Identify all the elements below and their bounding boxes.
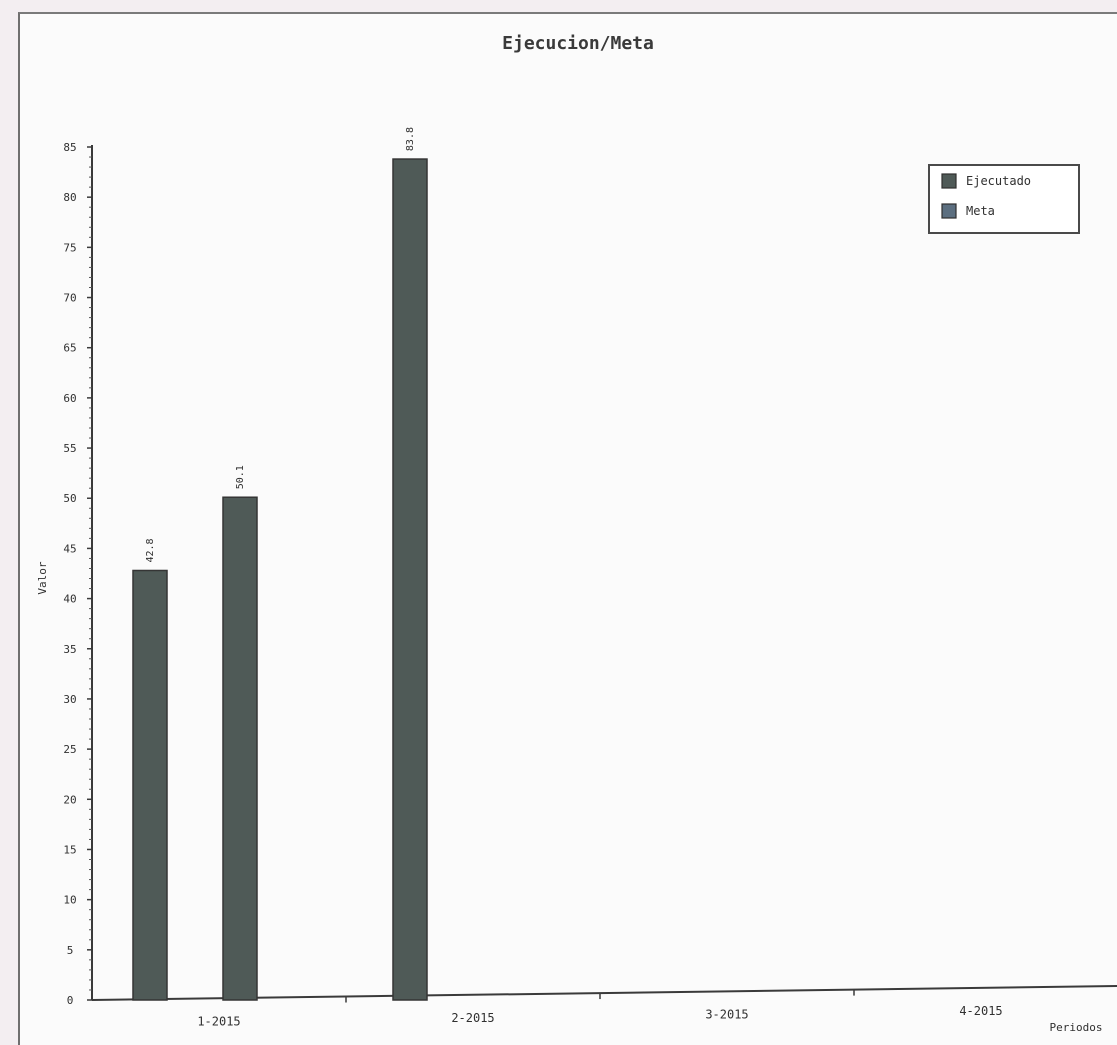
y-tick-label: 85 bbox=[63, 141, 76, 154]
bar-value-label: 83.8 bbox=[405, 127, 416, 151]
y-tick-label: 75 bbox=[63, 241, 76, 254]
y-tick-label: 0 bbox=[67, 994, 74, 1007]
x-axis-line bbox=[91, 985, 1117, 1001]
x-tick-label: 4-2015 bbox=[959, 1004, 1002, 1018]
y-tick-label: 65 bbox=[63, 342, 76, 355]
y-tick-label: 70 bbox=[63, 292, 76, 305]
y-tick-label: 35 bbox=[63, 643, 76, 656]
y-tick-label: 45 bbox=[63, 542, 76, 555]
y-tick-label: 15 bbox=[63, 843, 76, 856]
y-axis: 0 5 10 15 20 25 30 35 40 45 50 55 60 65 70 75 80 85 bbox=[63, 141, 93, 1007]
y-tick-label: 20 bbox=[63, 793, 76, 806]
bar-ejecutado-2-2015 bbox=[222, 496, 258, 1001]
x-tick-label: 3-2015 bbox=[705, 1007, 748, 1021]
y-tick-label: 5 bbox=[67, 944, 74, 957]
y-axis-title: Valor bbox=[36, 561, 49, 594]
y-tick-label: 55 bbox=[63, 442, 76, 455]
legend-label-meta: Meta bbox=[966, 204, 995, 218]
bars: 42.8 50.1 83.8 bbox=[132, 127, 428, 1001]
y-tick-label: 40 bbox=[63, 593, 76, 606]
legend-label-ejecutado: Ejecutado bbox=[966, 174, 1031, 188]
y-tick-label: 10 bbox=[63, 894, 76, 907]
bar-value-label: 42.8 bbox=[145, 538, 156, 562]
y-tick-label: 30 bbox=[63, 693, 76, 706]
legend: Ejecutado Meta bbox=[928, 164, 1080, 234]
x-tick-label: 1-2015 bbox=[197, 1014, 240, 1028]
y-tick-label: 80 bbox=[63, 191, 76, 204]
legend-swatch-ejecutado bbox=[941, 173, 957, 189]
x-axis: 1-2015 2-2015 3-2015 4-2015 bbox=[91, 985, 1117, 1028]
y-tick-label: 50 bbox=[63, 492, 76, 505]
legend-swatch-meta bbox=[941, 203, 957, 219]
y-tick-label: 25 bbox=[63, 743, 76, 756]
bar-ejecutado-1-2015 bbox=[132, 569, 168, 1001]
bar-ejecutado-3-2015 bbox=[392, 158, 428, 1001]
x-tick-label: 2-2015 bbox=[451, 1011, 494, 1025]
bar-value-label: 50.1 bbox=[235, 465, 246, 489]
chart-title: Ejecucion/Meta bbox=[502, 33, 654, 54]
x-axis-title: Periodos bbox=[1050, 1021, 1103, 1034]
y-tick-label: 60 bbox=[63, 392, 76, 405]
